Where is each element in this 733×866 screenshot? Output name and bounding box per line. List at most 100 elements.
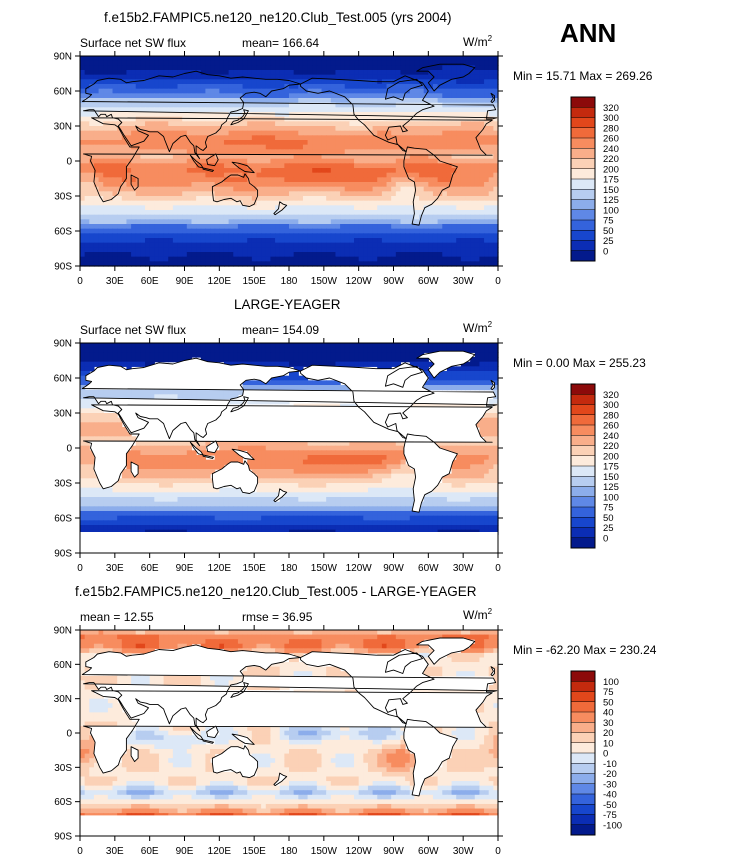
contour-cell bbox=[210, 196, 216, 202]
contour-cell bbox=[270, 191, 276, 197]
contour-cell bbox=[493, 144, 499, 150]
contour-cell bbox=[93, 70, 100, 76]
contour-cell bbox=[126, 242, 132, 248]
contour-cell bbox=[228, 154, 234, 160]
contour-cell bbox=[419, 84, 425, 90]
contour-cell bbox=[358, 357, 364, 363]
contour-cell bbox=[200, 140, 206, 146]
contour-cell bbox=[186, 261, 193, 267]
contour-cell bbox=[465, 84, 471, 90]
contour-cell bbox=[149, 107, 155, 113]
contour-cell bbox=[177, 357, 183, 363]
contour-cell bbox=[335, 219, 341, 225]
contour-cell bbox=[335, 182, 341, 188]
contour-cell bbox=[84, 84, 90, 90]
contour-cell bbox=[484, 163, 490, 169]
contour-cell bbox=[409, 238, 415, 244]
contour-cell bbox=[423, 98, 429, 104]
contour-cell bbox=[423, 242, 429, 248]
contour-cell bbox=[391, 261, 397, 267]
contour-cell bbox=[98, 74, 104, 80]
contour-cell bbox=[172, 135, 179, 141]
contour-cell bbox=[321, 228, 327, 234]
contour-cell bbox=[316, 70, 323, 76]
contour-cell bbox=[219, 168, 225, 174]
contour-cell bbox=[312, 60, 318, 66]
contour-cell bbox=[279, 60, 285, 66]
contour-cell bbox=[344, 79, 350, 85]
contour-cell bbox=[423, 210, 429, 216]
contour-cell bbox=[233, 205, 239, 211]
contour-cell bbox=[84, 210, 90, 216]
contour-cell bbox=[228, 399, 234, 405]
contour-cell bbox=[135, 361, 141, 367]
contour-cell bbox=[89, 168, 95, 174]
contour-cell bbox=[293, 172, 299, 178]
contour-cell bbox=[126, 112, 132, 118]
contour-cell bbox=[247, 441, 253, 447]
contour-cell bbox=[80, 399, 86, 405]
contour-cell bbox=[80, 256, 86, 262]
contour-cell bbox=[363, 112, 369, 118]
contour-cell bbox=[419, 205, 425, 211]
contour-cell bbox=[432, 65, 439, 71]
contour-cell bbox=[98, 158, 104, 164]
contour-cell bbox=[145, 389, 151, 395]
contour-cell bbox=[182, 233, 188, 239]
contour-cell bbox=[377, 233, 383, 239]
contour-cell bbox=[149, 116, 155, 122]
contour-cell bbox=[275, 233, 281, 239]
contour-cell bbox=[242, 228, 248, 234]
contour-cell bbox=[493, 93, 499, 99]
contour-cell bbox=[302, 135, 309, 141]
contour-cell bbox=[460, 210, 467, 216]
contour-cell bbox=[228, 98, 234, 104]
contour-cell bbox=[419, 210, 425, 216]
contour-cell bbox=[93, 88, 100, 94]
contour-cell bbox=[423, 191, 429, 197]
contour-cell bbox=[107, 352, 114, 358]
contour-cell bbox=[354, 233, 360, 239]
contour-cell bbox=[84, 140, 90, 146]
contour-cell bbox=[470, 361, 476, 367]
contour-cell bbox=[432, 200, 439, 206]
contour-cell bbox=[316, 347, 323, 353]
contour-cell bbox=[275, 98, 281, 104]
contour-cell bbox=[460, 228, 467, 234]
contour-cell bbox=[419, 200, 425, 206]
contour-cell bbox=[451, 116, 457, 122]
contour-cell bbox=[121, 352, 128, 358]
contour-cell bbox=[228, 191, 234, 197]
contour-cell bbox=[275, 441, 281, 447]
contour-cell bbox=[451, 74, 457, 80]
contour-cell bbox=[316, 107, 323, 113]
contour-cell bbox=[80, 238, 86, 244]
contour-cell bbox=[205, 154, 211, 160]
contour-cell bbox=[131, 352, 137, 358]
contour-cell bbox=[372, 163, 378, 169]
contour-cell bbox=[186, 102, 193, 108]
contour-cell bbox=[84, 74, 90, 80]
contour-cell bbox=[293, 224, 299, 230]
contour-cell bbox=[107, 196, 114, 202]
contour-cell bbox=[126, 149, 132, 155]
contour-cell bbox=[117, 56, 123, 62]
contour-cell bbox=[205, 238, 211, 244]
contour-cell bbox=[89, 247, 95, 253]
contour-cell bbox=[247, 205, 253, 211]
contour-cell bbox=[140, 65, 146, 71]
contour-cell bbox=[80, 219, 86, 225]
contour-cell bbox=[182, 252, 188, 258]
contour-cell bbox=[177, 158, 183, 164]
contour-cell bbox=[205, 389, 211, 395]
contour-cell bbox=[256, 116, 262, 122]
contour-cell bbox=[154, 56, 160, 62]
contour-cell bbox=[168, 261, 174, 267]
contour-cell bbox=[275, 168, 281, 174]
contour-cell bbox=[419, 112, 425, 118]
contour-cell bbox=[80, 149, 86, 155]
contour-cell bbox=[242, 60, 248, 66]
contour-cell bbox=[354, 168, 360, 174]
contour-cell bbox=[391, 252, 397, 258]
contour-cell bbox=[163, 191, 169, 197]
